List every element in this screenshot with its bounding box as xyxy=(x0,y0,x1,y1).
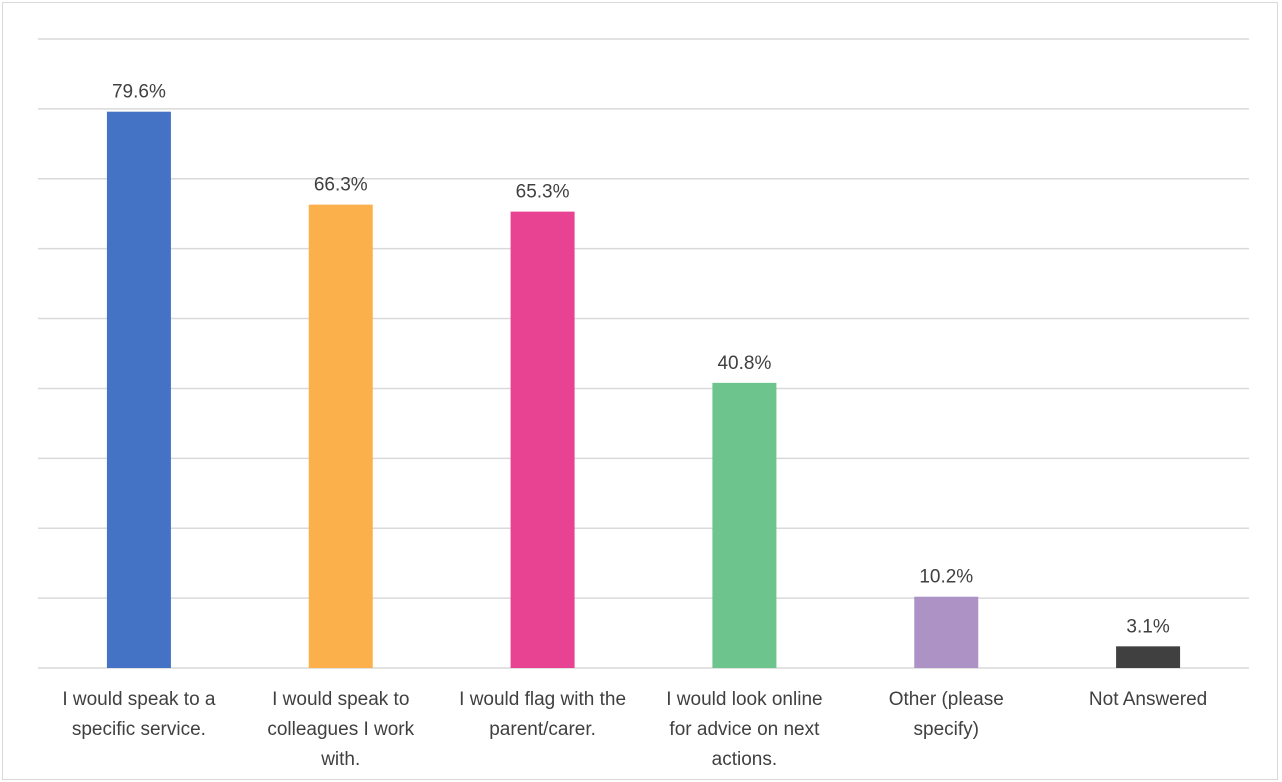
category-label-line: colleagues I work xyxy=(267,719,414,740)
category-label-line: actions. xyxy=(712,749,777,770)
category-label-line: Not Answered xyxy=(1089,689,1207,710)
category-label-line: I would look online xyxy=(666,689,822,710)
data-label: 40.8% xyxy=(717,353,771,374)
data-label: 66.3% xyxy=(314,175,368,196)
data-labels: 79.6% 66.3% 65.3% 40.8% 10.2% 3.1% xyxy=(112,82,1170,638)
category-label: I would look online for advice on next act… xyxy=(666,689,822,770)
bar xyxy=(308,204,373,669)
bar xyxy=(1116,646,1181,668)
data-label: 79.6% xyxy=(112,82,166,103)
category-label-line: specify) xyxy=(914,719,979,740)
category-label: I would speak to a specific service. xyxy=(62,689,216,740)
category-label-line: I would speak to a xyxy=(62,689,216,710)
category-label-line: with. xyxy=(320,749,360,770)
category-labels: I would speak to a specific service.I wou… xyxy=(62,689,1207,770)
data-label: 3.1% xyxy=(1126,616,1169,637)
gridlines xyxy=(38,38,1249,669)
bar xyxy=(914,596,979,668)
category-label-line: parent/carer. xyxy=(489,719,596,740)
category-label: Other (please specify) xyxy=(889,689,1004,740)
category-label-line: I would flag with the xyxy=(459,689,626,710)
category-label-line: Other (please xyxy=(889,689,1004,710)
bar-chart: 79.6% 66.3% 65.3% 40.8% 10.2% 3.1% I would sp… xyxy=(38,38,1249,770)
category-label-line: I would speak to xyxy=(272,689,409,710)
bars xyxy=(106,111,1181,669)
category-label-line: specific service. xyxy=(72,719,206,740)
category-label: I would speak to colleagues I work with. xyxy=(267,689,414,770)
bar xyxy=(510,211,575,668)
category-label: I would flag with the parent/carer. xyxy=(459,689,626,740)
category-label-line: for advice on next xyxy=(669,719,820,740)
data-label: 10.2% xyxy=(919,567,973,588)
bar xyxy=(106,111,171,668)
category-label: Not Answered xyxy=(1089,689,1207,710)
bar xyxy=(712,382,777,668)
data-label: 65.3% xyxy=(516,182,570,203)
